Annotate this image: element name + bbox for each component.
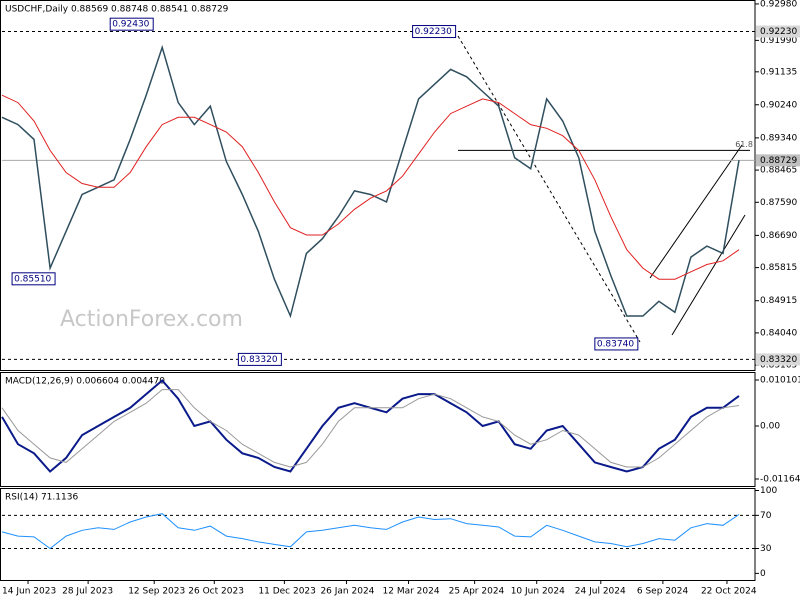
channel-line: [671, 214, 746, 336]
panel-title: RSI(14) 71.1136: [5, 493, 78, 503]
annotation-label: 0.92430: [112, 20, 149, 30]
fib-label: 61.8: [735, 140, 753, 149]
annotation-box: [109, 17, 154, 31]
x-tick-label: 11 Dec 2023: [258, 587, 316, 597]
series-line: [1, 94, 740, 280]
x-tick-label: 6 Sep 2024: [637, 587, 689, 597]
y-tick-label: 0.91135: [760, 67, 797, 77]
y-tick-label: 0.89340: [760, 133, 797, 143]
y-tick-label: 70: [760, 511, 772, 521]
last-price-label: 0.88729: [760, 156, 797, 166]
y-tick-label: 0.84915: [760, 296, 797, 306]
y-tick-label: 0: [760, 569, 766, 579]
y-tick-label: 0.85815: [760, 263, 797, 273]
series-line: [1, 44, 740, 319]
x-tick-label: 12 Sep 2023: [128, 587, 185, 597]
x-tick-label: 24 Jul 2024: [575, 587, 626, 597]
y-tick-label: 0.90240: [760, 100, 797, 110]
level-label: 0.83320: [760, 355, 797, 365]
x-tick-label: 26 Jan 2024: [320, 587, 374, 597]
panel-frame: [0, 488, 756, 581]
y-tick-label: 0.84040: [760, 328, 797, 338]
y-tick-label: 0.88465: [760, 166, 797, 176]
y-tick-label: 0.92980: [760, 0, 797, 9]
annotation-box: [11, 272, 56, 286]
watermark: ActionForex.com: [60, 307, 243, 332]
level-box: [756, 353, 800, 366]
x-tick-label: 22 Oct 2024: [701, 587, 757, 597]
y-tick-label: 100: [760, 486, 777, 496]
level-box: [756, 25, 800, 38]
annotation-label: 0.92230: [415, 27, 452, 37]
channel-line: [649, 144, 743, 279]
annotation-box: [237, 352, 282, 366]
series-line: [1, 389, 740, 468]
x-tick-label: 14 Jun 2023: [2, 587, 56, 597]
panel-title: MACD(12,26,9) 0.006604 0.004470: [5, 377, 165, 387]
y-tick-label: 0.010101: [760, 376, 800, 386]
level-label: 0.92230: [760, 27, 797, 37]
y-tick-label: 0.87590: [760, 198, 797, 208]
annotation-label: 0.85510: [14, 274, 51, 284]
annotation-label: 0.83320: [240, 355, 277, 365]
last-price-box: [756, 154, 800, 167]
trend-line: [457, 35, 641, 343]
y-tick-label: 0.83165: [760, 361, 797, 371]
y-tick-label: 0.91990: [760, 36, 797, 46]
panel-frame: [0, 372, 756, 487]
y-tick-label: -0.011645: [760, 475, 800, 485]
y-tick-label: 30: [760, 544, 772, 554]
x-tick-label: 10 Jun 2024: [511, 587, 565, 597]
x-tick-label: 25 Apr 2024: [449, 587, 505, 597]
y-tick-label: 0.00: [760, 421, 780, 431]
series-line: [1, 513, 740, 550]
panel-frame: [0, 0, 756, 371]
y-tick-label: 0.86690: [760, 231, 797, 241]
x-tick-label: 12 Mar 2024: [383, 587, 440, 597]
x-tick-label: 26 Oct 2023: [188, 587, 244, 597]
annotation-box: [412, 25, 457, 39]
panel-title: USDCHF,Daily 0.88569 0.88748 0.88541 0.8…: [5, 5, 229, 15]
annotation-box: [594, 337, 639, 351]
annotation-label: 0.83740: [597, 339, 634, 349]
x-tick-label: 28 Jul 2023: [62, 587, 113, 597]
